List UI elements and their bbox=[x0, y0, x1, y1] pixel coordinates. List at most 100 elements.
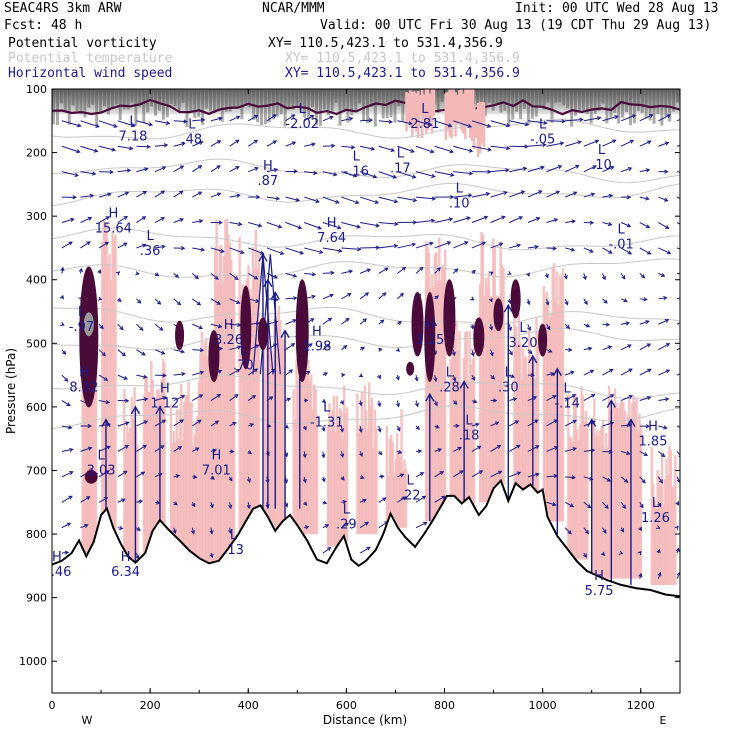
wind-vector bbox=[322, 547, 331, 554]
wind-arrowhead bbox=[99, 324, 104, 330]
wind-arrowhead bbox=[609, 394, 615, 399]
wind-arrowhead bbox=[64, 550, 70, 555]
wind-vector bbox=[639, 476, 646, 484]
wind-arrowhead bbox=[638, 526, 643, 531]
wind-arrowhead bbox=[68, 425, 73, 430]
stratosphere-streak bbox=[511, 89, 515, 120]
wind-vector bbox=[192, 220, 203, 224]
pv-shade-strip bbox=[295, 358, 298, 523]
wind-arrowhead bbox=[148, 122, 154, 127]
pv-shade-strip bbox=[144, 375, 147, 555]
wind-arrowhead bbox=[87, 446, 93, 451]
wind-vector bbox=[676, 451, 680, 456]
wind-arrowhead bbox=[318, 249, 324, 254]
wind-arrowhead bbox=[86, 241, 91, 246]
wind-vector bbox=[434, 495, 446, 503]
low-marker: L bbox=[397, 146, 405, 161]
wind-arrowhead bbox=[72, 195, 77, 200]
pv-shade-strip bbox=[492, 238, 495, 492]
wind-arrowhead bbox=[587, 346, 593, 351]
wind-arrowhead bbox=[505, 168, 510, 173]
stratosphere-streak bbox=[377, 89, 381, 105]
wind-arrowhead bbox=[614, 115, 619, 120]
wind-vector bbox=[602, 394, 614, 401]
pv-shade-strip bbox=[478, 102, 482, 154]
pv-shade-strip bbox=[239, 295, 243, 532]
wind-arrowhead bbox=[291, 141, 297, 146]
wind-arrowhead bbox=[236, 345, 242, 350]
wind-vector bbox=[583, 394, 595, 401]
wind-arrowhead bbox=[572, 419, 578, 424]
pv-shade-strip bbox=[471, 358, 474, 502]
pv-contour bbox=[473, 317, 485, 357]
wind-vector bbox=[210, 298, 221, 305]
wind-vector bbox=[210, 192, 221, 198]
pv-shade-strip bbox=[584, 410, 588, 560]
wind-vector bbox=[322, 272, 334, 274]
wind-vector bbox=[341, 317, 350, 325]
wind-vector bbox=[229, 166, 240, 173]
pv-shade-strip bbox=[299, 362, 303, 529]
wind-arrowhead bbox=[86, 496, 91, 501]
wind-vectors bbox=[59, 114, 688, 585]
wind-arrowhead bbox=[199, 370, 205, 375]
wind-arrowhead bbox=[123, 375, 129, 380]
pv-shade-strip bbox=[625, 424, 628, 579]
wind-vector bbox=[98, 374, 108, 381]
wind-arrowhead bbox=[663, 425, 668, 430]
pv-shade-strip bbox=[545, 291, 548, 506]
theta-contour bbox=[52, 258, 680, 278]
stratosphere-streak bbox=[519, 89, 523, 120]
pv-shade-strip bbox=[147, 391, 150, 548]
wind-arrowhead bbox=[321, 453, 326, 459]
wind-arrowhead bbox=[665, 225, 670, 229]
wind-vector bbox=[378, 145, 395, 152]
wind-arrowhead bbox=[618, 550, 624, 555]
wind-vector bbox=[285, 343, 295, 351]
wind-arrowhead bbox=[254, 275, 259, 280]
extremum-value: 1.26 bbox=[641, 511, 670, 526]
wind-arrowhead bbox=[256, 194, 261, 200]
pv-shade-strip bbox=[500, 264, 504, 481]
wind-arrowhead bbox=[273, 167, 279, 173]
wind-vector bbox=[341, 117, 353, 122]
wind-vector bbox=[490, 242, 503, 249]
pv-shade-strip bbox=[453, 340, 457, 496]
wind-arrowhead bbox=[139, 326, 144, 331]
low-marker: L bbox=[421, 102, 429, 117]
wind-arrowhead bbox=[198, 394, 204, 399]
wind-arrowhead bbox=[506, 146, 511, 151]
wind-vector bbox=[192, 141, 203, 147]
wind-arrowhead bbox=[681, 427, 685, 430]
pv-shade-strip bbox=[520, 380, 523, 488]
wind-vector bbox=[98, 145, 116, 151]
wind-vector bbox=[565, 141, 582, 147]
updraft-arrowhead bbox=[459, 380, 469, 389]
wind-arrowhead bbox=[348, 116, 354, 121]
pv-shade-strip bbox=[228, 242, 232, 549]
wind-arrowhead bbox=[525, 272, 530, 277]
wind-arrowhead bbox=[91, 171, 97, 176]
pv-shade-strip bbox=[449, 358, 452, 496]
pv-shade-strip bbox=[401, 470, 405, 528]
pv-shade-strip bbox=[422, 94, 426, 120]
stratosphere-streak bbox=[173, 89, 177, 107]
wind-arrowhead bbox=[357, 247, 362, 252]
wind-arrowhead bbox=[254, 166, 259, 171]
wind-arrowhead bbox=[123, 242, 128, 247]
wind-arrowhead bbox=[196, 301, 202, 306]
wind-arrowhead bbox=[685, 344, 688, 347]
wind-arrowhead bbox=[330, 270, 335, 276]
stratosphere-streak bbox=[240, 89, 244, 120]
pv-shade-strip bbox=[339, 410, 343, 542]
wind-arrowhead bbox=[569, 503, 575, 508]
wind-vector bbox=[415, 196, 436, 200]
wind-vector bbox=[602, 222, 612, 226]
wind-vector bbox=[61, 551, 69, 554]
pv-shade-strip bbox=[136, 445, 139, 562]
pv-shade-strip bbox=[314, 388, 317, 535]
pv-shade-strip bbox=[191, 446, 195, 553]
pv-shade-strip bbox=[93, 361, 96, 543]
wind-vector bbox=[453, 447, 462, 452]
wind-vector bbox=[602, 323, 610, 326]
